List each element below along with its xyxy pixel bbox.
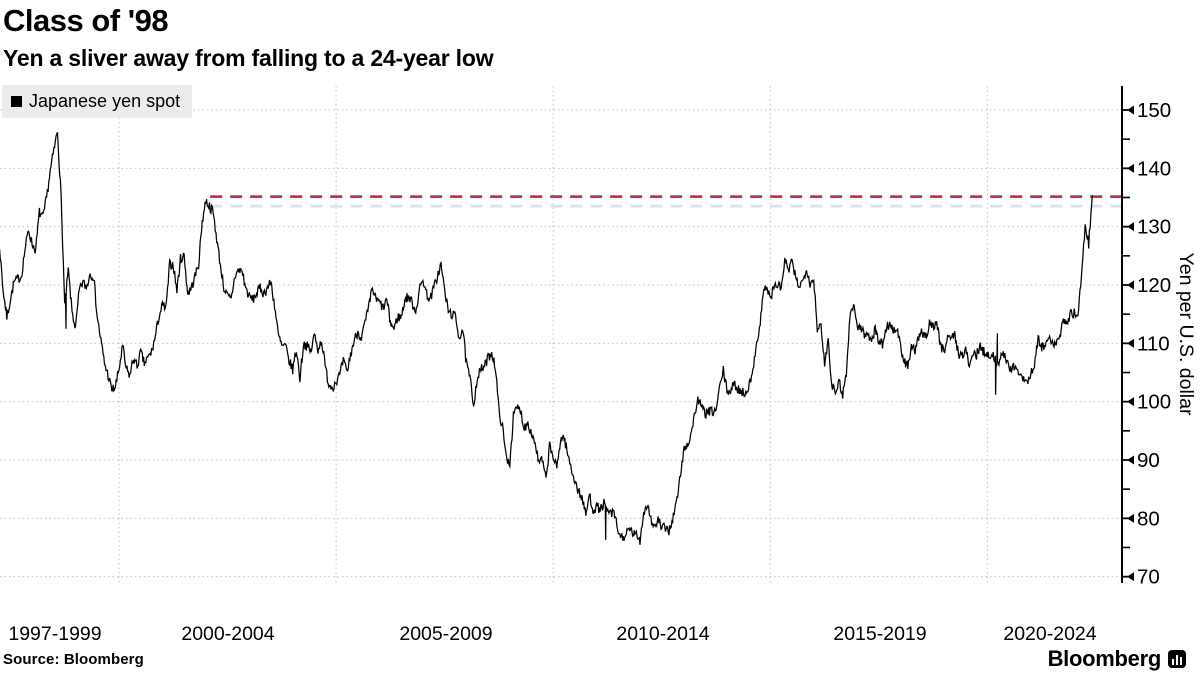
y-tick-label: 150 [1137, 99, 1171, 122]
legend-label: Japanese yen spot [29, 91, 181, 111]
y-tick-label: 130 [1137, 216, 1171, 239]
x-tick-label: 2020-2024 [1003, 623, 1096, 645]
y-tick-label: 90 [1137, 449, 1160, 472]
bloomberg-mark-icon [1168, 650, 1186, 668]
page-subtitle: Yen a sliver away from falling to a 24-y… [3, 45, 494, 71]
y-axis: 70 80 90 100 110 120 130 140 150 Yen per U.S. dol… [1121, 86, 1197, 589]
x-tick-label: 1997-1999 [8, 623, 101, 645]
y-tick-label: 80 [1137, 507, 1160, 530]
y-tick-label: 140 [1137, 157, 1171, 180]
bloomberg-logo: Bloomberg [1048, 646, 1186, 672]
y-tick-label: 70 [1137, 566, 1160, 589]
legend-swatch-icon [11, 96, 22, 107]
x-tick-label: 2005-2009 [399, 623, 492, 645]
x-axis-labels: 1997-1999 2000-2004 2005-2009 2010-2014 2015… [8, 623, 1096, 645]
x-tick-label: 2010-2014 [616, 623, 709, 645]
y-tick-label: 100 [1137, 391, 1171, 414]
y-tick-label: 110 [1137, 332, 1170, 355]
source-credit: Source: Bloomberg [3, 651, 144, 668]
gridlines [0, 86, 1122, 583]
bloomberg-wordmark: Bloomberg [1047, 646, 1162, 671]
y-axis-title: Yen per U.S. dollar [1175, 253, 1197, 416]
x-tick-label: 2000-2004 [181, 623, 274, 645]
legend: Japanese yen spot [2, 85, 193, 118]
y-tick-label: 120 [1137, 274, 1171, 297]
x-tick-label: 2015-2019 [833, 623, 926, 645]
page-title: Class of '98 [3, 3, 169, 38]
yen-spot-series-line [0, 132, 1093, 545]
